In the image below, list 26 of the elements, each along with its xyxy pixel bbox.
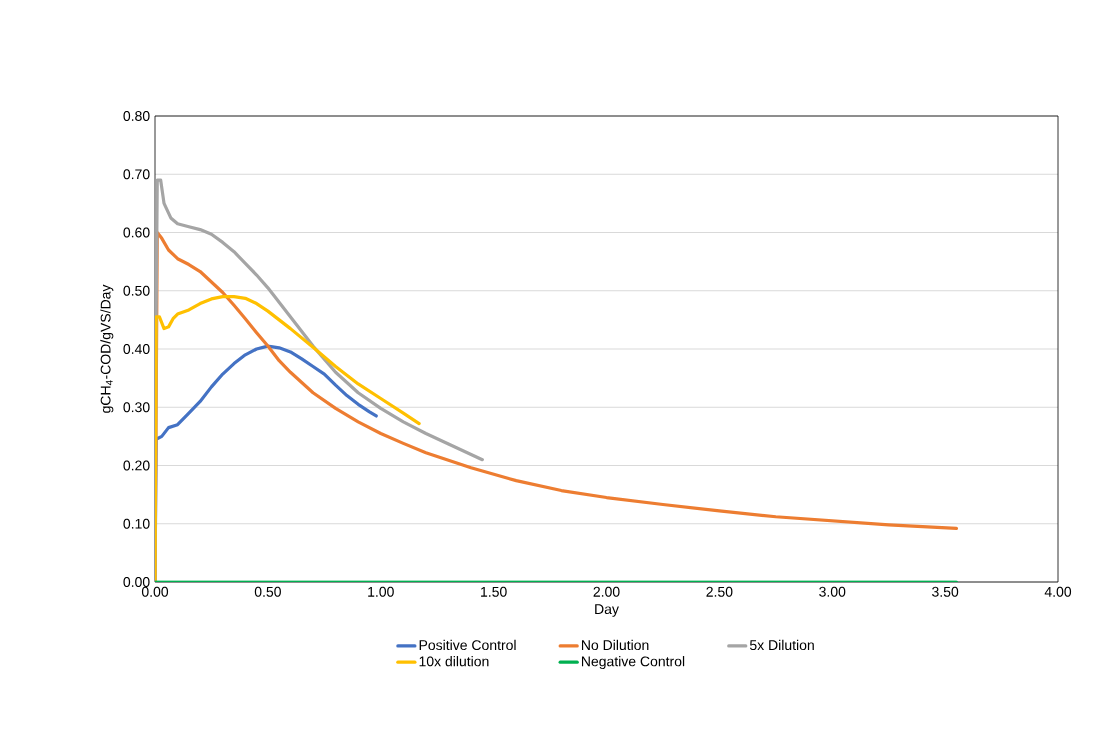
y-tick-label: 0.10 bbox=[123, 518, 150, 529]
legend-label: Negative Control bbox=[581, 656, 685, 670]
x-axis-title: Day bbox=[595, 604, 619, 617]
x-tick-label: 0.50 bbox=[254, 586, 281, 597]
x-tick-label: 3.50 bbox=[932, 586, 959, 597]
legend-label: 10x dilution bbox=[419, 656, 489, 667]
x-tick-label: 2.00 bbox=[593, 586, 620, 597]
y-tick-label: 0.30 bbox=[123, 402, 150, 413]
y-tick-label: 0.70 bbox=[123, 169, 150, 180]
y-tick-label: 0.80 bbox=[123, 111, 150, 121]
x-tick-label: 0.00 bbox=[141, 586, 169, 597]
x-tick-label: 1.50 bbox=[481, 586, 507, 597]
legend-label: No Dilution bbox=[581, 639, 649, 651]
x-tick-label: 1.00 bbox=[368, 586, 394, 597]
y-tick-label: 0.60 bbox=[123, 227, 150, 238]
y-tick-label: 0.50 bbox=[123, 285, 150, 296]
legend-label: 5x Dilution bbox=[749, 639, 814, 651]
legend-label: Positive Control bbox=[419, 639, 516, 651]
y-axis-title: gCH$_{4}$-COD/gVS/Day bbox=[100, 284, 114, 413]
y-tick-label: 0.40 bbox=[123, 344, 150, 354]
y-tick-label: 0.20 bbox=[123, 460, 150, 471]
line-series bbox=[155, 294, 421, 582]
x-tick-label: 2.50 bbox=[706, 586, 733, 597]
y-tick-label: 0.00 bbox=[123, 577, 150, 587]
x-tick-label: 3.00 bbox=[819, 586, 846, 597]
x-tick-label: 4.00 bbox=[1044, 586, 1072, 597]
